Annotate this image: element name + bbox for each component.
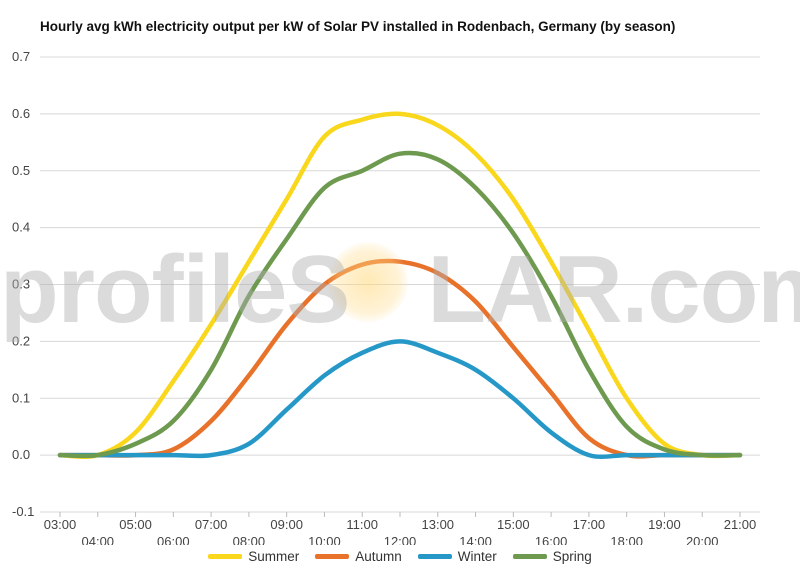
x-tick-label: 04:00	[82, 534, 115, 545]
series-line-autumn	[57, 258, 743, 459]
legend-item-spring[interactable]: Spring	[512, 549, 592, 564]
legend-item-winter[interactable]: Winter	[417, 549, 497, 564]
y-tick-label: 0.3	[12, 277, 30, 292]
x-axis: 03:00 04:00 05:00 06:00 07:00 08:00 09:00 10:00…	[44, 512, 757, 545]
y-tick-label: 0.7	[12, 49, 30, 64]
legend-swatch	[315, 554, 350, 559]
series-line-spring	[57, 150, 743, 459]
x-tick-label: 17:00	[573, 517, 606, 532]
x-tick-label: 11:00	[346, 517, 378, 532]
legend-swatch	[417, 554, 452, 559]
legend-item-autumn[interactable]: Autumn	[315, 549, 402, 564]
x-tick-label: 07:00	[195, 517, 228, 532]
x-tick-label: 09:00	[270, 517, 303, 532]
x-tick-label: 19:00	[648, 517, 681, 532]
x-tick-label: 06:00	[157, 534, 190, 545]
x-tick-label: 10:00	[308, 534, 341, 545]
legend: Summer Autumn Winter Spring	[0, 549, 800, 564]
line-chart: -0.10.00.10.20.30.40.50.60.7 03:0004:000…	[12, 49, 760, 545]
legend-swatch	[208, 554, 243, 559]
x-tick-label: 13:00	[422, 517, 455, 532]
y-tick-label: 0.0	[12, 447, 30, 462]
x-tick-label: 18:00	[610, 534, 643, 545]
x-tick-label: 15:00	[497, 517, 530, 532]
y-tick-label: 0.6	[12, 106, 30, 121]
x-tick-label: 08:00	[233, 534, 266, 545]
y-tick-label: 0.1	[12, 390, 30, 405]
legend-label: Winter	[457, 549, 497, 564]
series-layer	[57, 111, 743, 460]
x-tick-label: 03:00	[44, 517, 77, 532]
x-tick-label: 14:00	[459, 534, 492, 545]
legend-item-summer[interactable]: Summer	[208, 549, 299, 564]
chart-title: Hourly avg kWh electricity output per kW…	[40, 19, 676, 34]
series-line-summer	[57, 111, 743, 460]
x-tick-label: 21:00	[724, 517, 757, 532]
series-line-winter	[57, 339, 743, 460]
y-tick-label: -0.1	[12, 504, 34, 519]
legend-label: Autumn	[355, 549, 402, 564]
y-axis: -0.1 0.0 0.1 0.2 0.3 0.4 0.5 0.6 0.7	[12, 49, 34, 519]
legend-label: Spring	[552, 549, 592, 564]
x-tick-label: 12:00	[384, 534, 417, 545]
legend-label: Summer	[248, 549, 300, 564]
y-tick-label: 0.4	[12, 220, 30, 235]
y-tick-label: 0.5	[12, 163, 30, 178]
y-tick-label: 0.2	[12, 333, 30, 348]
x-tick-label: 20:00	[686, 534, 719, 545]
legend-swatch	[512, 554, 547, 559]
x-tick-label: 05:00	[119, 517, 152, 532]
x-tick-label: 16:00	[535, 534, 568, 545]
